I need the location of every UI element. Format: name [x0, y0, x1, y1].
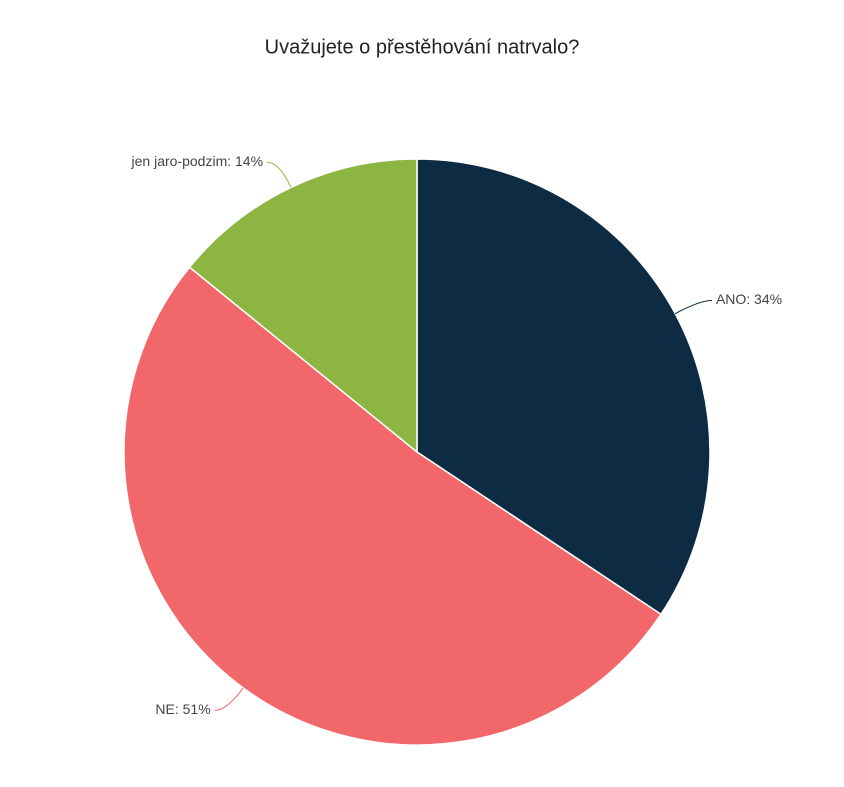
chart-title: Uvažujete o přestěhování natrvalo? — [265, 36, 580, 58]
data-label: jen jaro-podzim: 14% — [131, 153, 264, 169]
pie-slice — [188, 158, 418, 454]
leader-line — [675, 299, 712, 315]
pie-slice — [123, 266, 662, 746]
data-label: ANO: 34% — [716, 291, 782, 307]
leader-line — [266, 161, 292, 188]
data-label: NE: 51% — [155, 701, 210, 717]
leader-line — [214, 687, 244, 711]
